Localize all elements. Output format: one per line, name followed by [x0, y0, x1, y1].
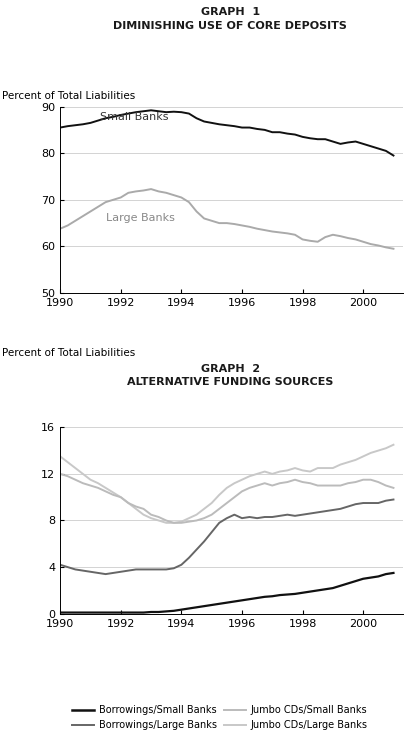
Text: Percent of Total Liabilities: Percent of Total Liabilities: [2, 348, 135, 358]
Text: ALTERNATIVE FUNDING SOURCES: ALTERNATIVE FUNDING SOURCES: [127, 377, 334, 387]
Text: Percent of Total Liabilities: Percent of Total Liabilities: [2, 91, 135, 101]
Text: Small Banks: Small Banks: [100, 112, 168, 121]
Legend: Borrowings/Small Banks, Borrowings/Large Banks, Jumbo CDs/Small Banks, Jumbo CDs: Borrowings/Small Banks, Borrowings/Large…: [72, 706, 368, 730]
Text: Large Banks: Large Banks: [106, 212, 174, 223]
Text: DIMINISHING USE OF CORE DEPOSITS: DIMINISHING USE OF CORE DEPOSITS: [113, 21, 347, 32]
Text: GRAPH  1: GRAPH 1: [201, 7, 260, 18]
Text: GRAPH  2: GRAPH 2: [201, 364, 260, 374]
